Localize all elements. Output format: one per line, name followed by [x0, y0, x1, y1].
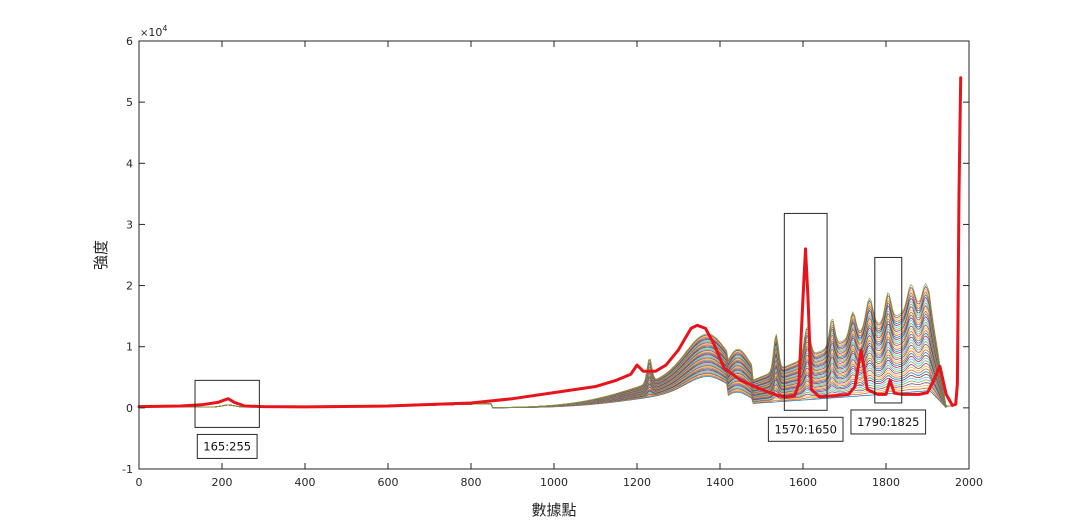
- annotation-box: [783, 212, 828, 411]
- annotation-label-box: [196, 433, 258, 459]
- annotation-label-box: [767, 416, 844, 442]
- y-tick-label: 5: [126, 96, 133, 109]
- highlighted-series-group: [137, 76, 963, 409]
- x-tick-label: 800: [461, 476, 482, 489]
- axes: 0 200 400 600 800 1000 1200 1400 1600 1800 2000-10…: [122, 35, 983, 489]
- background-series-line: [139, 370, 953, 409]
- y-axis-multiplier: ×104: [140, 24, 167, 39]
- y-tick-label: 3: [126, 218, 133, 231]
- y-tick-label: 0: [126, 402, 133, 415]
- x-tick-label: 0: [136, 476, 143, 489]
- x-tick-label: 1200: [623, 476, 651, 489]
- background-series-group: [139, 282, 953, 409]
- y-tick-label: 2: [126, 280, 133, 293]
- annotation-box: [874, 256, 903, 404]
- y-tick-label: 1: [126, 341, 133, 354]
- highlighted-series-line: [137, 76, 963, 409]
- annotation-box: [194, 379, 260, 428]
- x-tick-label: 600: [378, 476, 399, 489]
- x-tick-label: 400: [295, 476, 316, 489]
- annotation-label: 1570:1650: [774, 422, 836, 436]
- y-tick-label: 4: [126, 157, 133, 170]
- annotation-label: 165:255: [203, 439, 251, 453]
- y-tick-label: -1: [122, 463, 133, 476]
- x-tick-label: 1000: [540, 476, 568, 489]
- annotation-group: 165:255 1570:1650 1790:1825: [194, 212, 927, 459]
- annotation-label: 1790:1825: [857, 415, 919, 429]
- x-tick-label: 1800: [872, 476, 900, 489]
- x-axis-label: 數據點: [531, 501, 576, 519]
- annotation-label-box: [850, 409, 927, 435]
- y-axis-label: 強度: [92, 240, 110, 270]
- y-tick-label: 6: [126, 35, 133, 48]
- x-tick-label: 2000: [955, 476, 983, 489]
- background-series-line: [139, 375, 953, 409]
- x-tick-label: 200: [212, 476, 233, 489]
- x-tick-label: 1400: [706, 476, 734, 489]
- x-tick-label: 1600: [789, 476, 817, 489]
